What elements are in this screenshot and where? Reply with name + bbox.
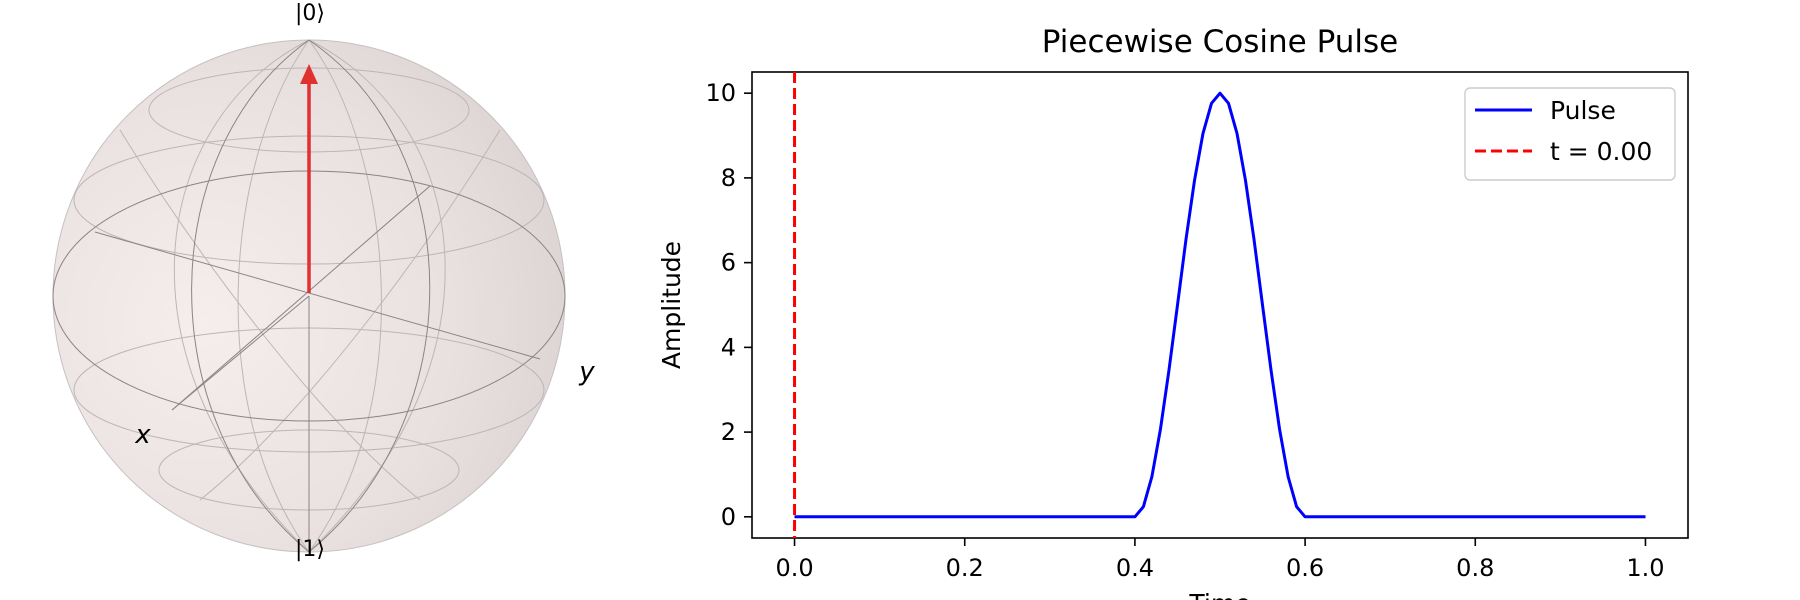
x-tick-label: 1.0 [1626,554,1664,582]
x-tick-label: 0.2 [946,554,984,582]
north-label: |0⟩ [295,1,325,26]
x-tick-label: 0.0 [775,554,813,582]
meridian-front [191,39,310,553]
x-tick-label: 0.8 [1456,554,1494,582]
y-tick-label: 10 [705,79,736,107]
y-axis-title: Amplitude [657,241,686,369]
legend: Pulse t = 0.00 [1464,87,1676,181]
state-vector [300,64,318,293]
bloch-sphere: |0⟩ |1⟩ x y [52,1,595,562]
y-axis [171,185,431,411]
state-vector-arrowhead [300,64,318,84]
south-label: |1⟩ [295,537,325,562]
y-tick-label: 0 [721,503,736,531]
x-tick-label: 0.6 [1286,554,1324,582]
y-tick-label: 6 [721,249,736,277]
x-axis-label: x [134,420,151,450]
x-axis [94,231,541,360]
y-tick-label: 8 [721,164,736,192]
sphere-axes [52,39,566,553]
y-tick-label: 4 [721,333,736,361]
y-axis-label: y [578,357,595,387]
x-tick-label: 0.4 [1116,554,1154,582]
x-ticks: 0.0 0.2 0.4 0.6 0.8 1.0 [775,538,1665,582]
chart-title: Piecewise Cosine Pulse [1042,24,1398,60]
legend-label-pulse: Pulse [1550,96,1616,125]
y-tick-label: 2 [721,418,736,446]
x-axis-title: Time [1188,589,1250,600]
meridian-side [308,39,431,553]
pulse-chart: Piecewise Cosine Pulse 0.0 0.2 0.4 0.6 0.8 1.… [657,24,1689,600]
pulse-line [794,91,1646,519]
y-ticks: 0 2 4 6 8 10 [705,79,752,531]
legend-label-marker: t = 0.00 [1550,137,1652,166]
